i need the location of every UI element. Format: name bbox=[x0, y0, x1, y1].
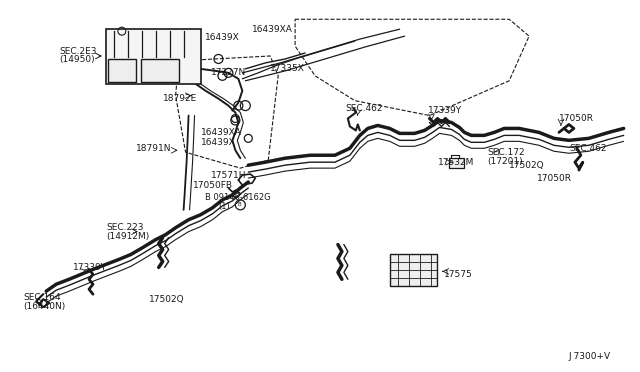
Text: 18792E: 18792E bbox=[163, 94, 197, 103]
Text: 17502Q: 17502Q bbox=[509, 161, 545, 170]
Text: SEC.164: SEC.164 bbox=[23, 293, 61, 302]
Text: SEC.223: SEC.223 bbox=[106, 223, 143, 232]
Text: 17571H: 17571H bbox=[211, 171, 246, 180]
Text: (1): (1) bbox=[218, 202, 230, 211]
FancyBboxPatch shape bbox=[390, 254, 438, 286]
Text: SEC.462: SEC.462 bbox=[345, 104, 382, 113]
Text: B: B bbox=[237, 202, 241, 207]
Text: 16439XA: 16439XA bbox=[200, 128, 241, 137]
Text: 17050FB: 17050FB bbox=[193, 180, 232, 189]
Text: B 09146-6162G: B 09146-6162G bbox=[205, 193, 271, 202]
Text: 17502Q: 17502Q bbox=[148, 295, 184, 304]
Text: 17227N: 17227N bbox=[211, 68, 246, 77]
FancyBboxPatch shape bbox=[141, 59, 179, 82]
FancyBboxPatch shape bbox=[108, 59, 136, 82]
Text: SEC.462: SEC.462 bbox=[569, 144, 607, 153]
Text: 16439X: 16439X bbox=[200, 138, 236, 147]
Text: J 7300+V: J 7300+V bbox=[569, 352, 611, 361]
Text: 17532M: 17532M bbox=[438, 158, 474, 167]
FancyBboxPatch shape bbox=[106, 29, 200, 84]
Text: SEC.172: SEC.172 bbox=[487, 148, 525, 157]
Text: 17050R: 17050R bbox=[559, 114, 594, 123]
Text: 17339Y: 17339Y bbox=[73, 263, 108, 272]
Text: (17201): (17201) bbox=[487, 157, 523, 166]
Text: (16440N): (16440N) bbox=[23, 302, 65, 311]
Text: (14950): (14950) bbox=[59, 55, 95, 64]
Text: 16439X: 16439X bbox=[205, 33, 239, 42]
Text: SEC.2E3: SEC.2E3 bbox=[59, 46, 97, 55]
FancyBboxPatch shape bbox=[449, 158, 465, 168]
Text: 17575: 17575 bbox=[444, 270, 472, 279]
Text: (14912M): (14912M) bbox=[106, 232, 149, 241]
Text: 18791N: 18791N bbox=[136, 144, 172, 153]
Text: 17339Y: 17339Y bbox=[428, 106, 461, 115]
Text: 17050R: 17050R bbox=[537, 174, 572, 183]
Text: 17335X: 17335X bbox=[270, 64, 305, 73]
Text: 16439XA: 16439XA bbox=[252, 25, 293, 34]
